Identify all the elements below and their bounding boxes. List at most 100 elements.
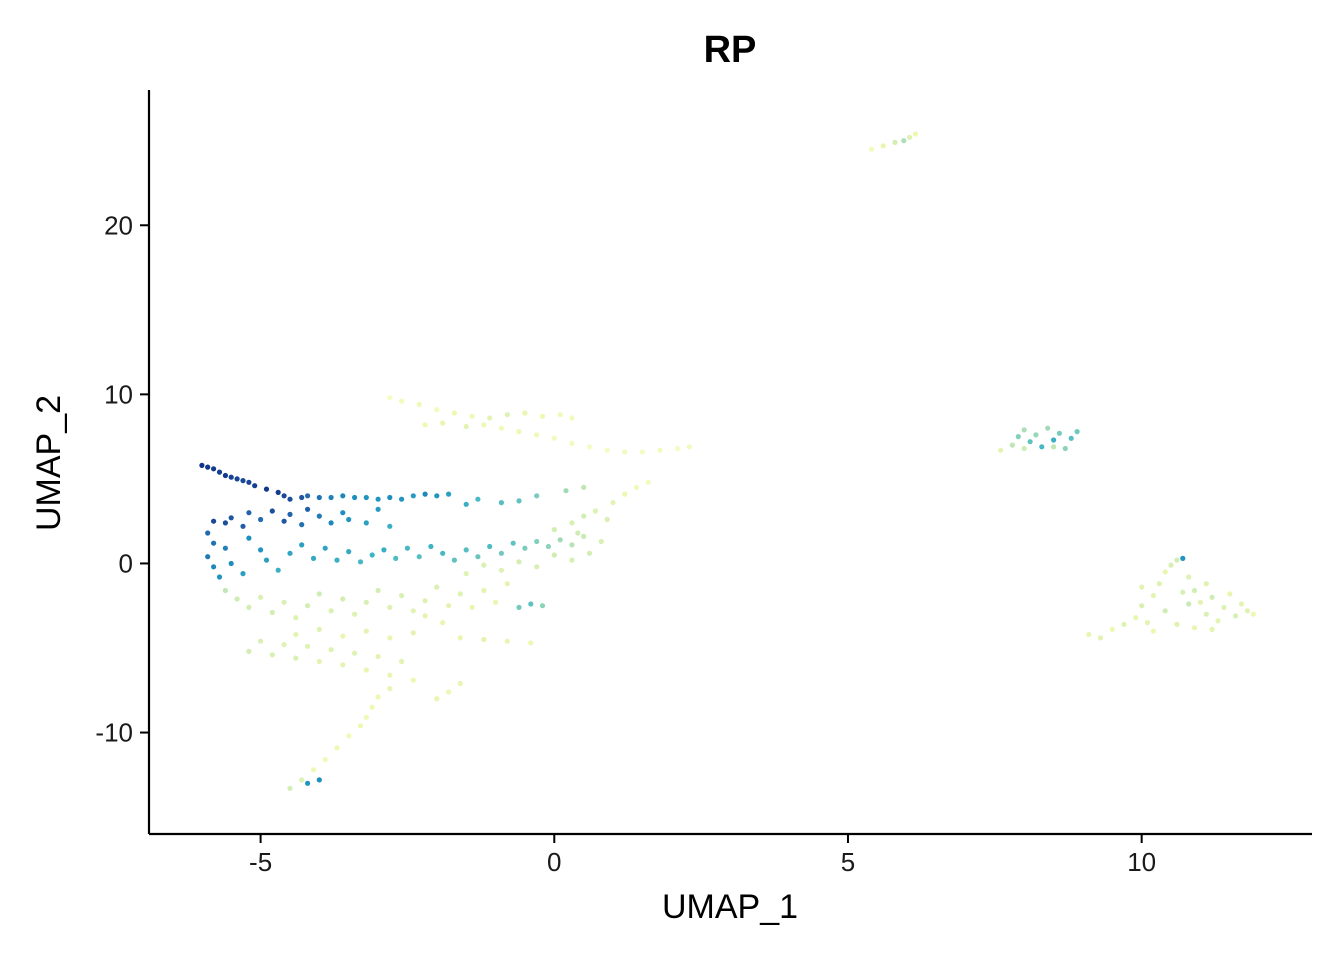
data-point [387,523,393,529]
data-point [457,680,463,687]
data-point [1162,608,1168,614]
x-tick-label: 10 [1127,847,1156,877]
data-point [346,549,352,555]
data-point [416,401,422,408]
data-point [410,630,416,636]
data-point [222,520,228,526]
data-point [434,584,440,590]
data-point [440,550,446,556]
data-point [293,615,299,621]
data-point [1168,562,1174,568]
data-point [645,479,651,485]
data-point [604,516,610,523]
data-point [211,564,217,570]
data-point [428,543,434,550]
data-point [322,545,328,551]
data-point [258,594,264,600]
data-point [404,545,410,551]
data-point [463,423,469,430]
data-point [1062,445,1068,452]
data-point [451,410,457,416]
data-point [422,422,428,428]
data-point [299,494,305,501]
data-point [463,501,469,507]
data-point [299,522,305,528]
data-point [211,466,217,472]
data-point [528,640,534,646]
data-point [387,686,393,692]
data-point [393,555,399,562]
point-cluster [222,581,546,621]
data-point [610,500,616,506]
data-point [334,557,340,563]
data-point [633,484,640,490]
data-point [346,516,352,523]
data-point [522,410,528,416]
data-point [375,694,381,700]
data-point [907,134,913,140]
data-point [901,138,907,144]
data-point [528,601,534,607]
data-point [246,535,252,541]
data-point [216,574,223,580]
data-point [299,777,305,783]
data-point [868,146,875,152]
data-point [446,491,452,497]
data-point [1233,613,1239,619]
data-point [281,518,287,524]
data-point [1033,432,1039,438]
data-point [1180,589,1186,595]
data-point [199,462,205,468]
data-point [363,667,369,673]
data-point [357,559,364,565]
data-point [440,620,446,626]
data-point [622,449,628,455]
data-point [581,513,587,519]
data-point [205,464,211,470]
data-point [1221,604,1227,611]
data-point [263,557,270,563]
point-cluster [387,395,693,455]
data-point [1027,439,1033,445]
data-point [375,506,381,512]
data-point [263,486,270,492]
data-point [316,494,322,501]
data-point [422,491,428,497]
data-point [305,603,311,609]
data-point [228,560,234,567]
data-point [258,516,264,523]
data-point [1156,581,1162,587]
data-point [510,540,516,546]
point-cluster [1086,555,1256,641]
data-point [998,447,1004,453]
data-point [328,647,334,653]
data-point [1162,569,1168,575]
data-point [381,547,387,553]
data-point [375,653,381,660]
data-point [387,395,393,401]
data-point [457,591,463,597]
data-point [205,554,211,560]
data-point [534,564,540,570]
data-point [481,636,487,643]
data-point [1238,601,1245,607]
data-point [516,429,522,435]
data-point [446,603,452,609]
data-point [369,704,375,710]
data-point [451,557,457,563]
data-point [287,550,293,556]
data-point [1180,555,1186,562]
data-point [1203,581,1209,587]
data-point [293,631,299,638]
data-point [1074,429,1080,435]
data-point [422,613,428,619]
data-point [275,489,281,495]
x-tick-label: 5 [841,847,855,877]
data-point [1139,584,1145,590]
data-point [569,415,575,421]
data-point [258,547,264,553]
data-point [399,496,405,502]
point-cluster [998,425,1080,453]
data-point [316,777,322,783]
data-point [539,413,546,419]
